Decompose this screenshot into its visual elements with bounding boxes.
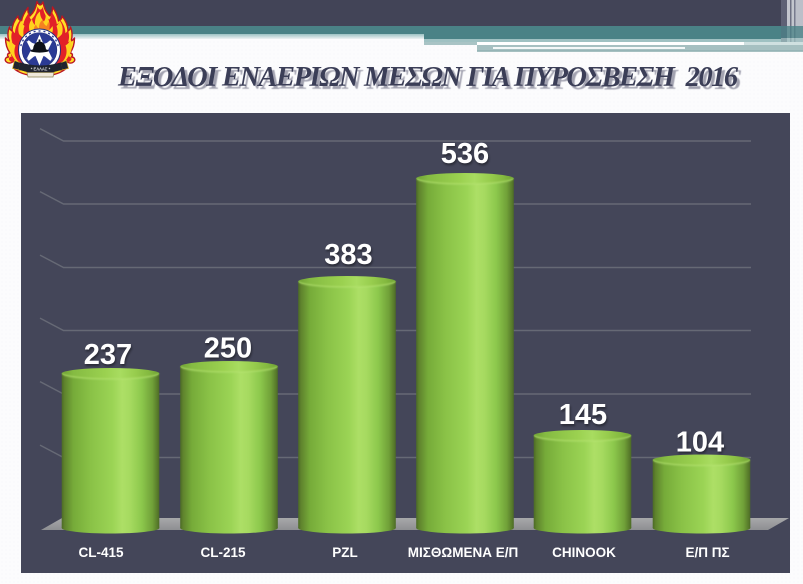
svg-text:CHINOOK: CHINOOK: [552, 545, 616, 560]
svg-text:250: 250: [204, 333, 252, 365]
svg-text:* ΕΛΛΑΣ *: * ΕΛΛΑΣ *: [31, 66, 51, 71]
svg-text:536: 536: [441, 138, 489, 170]
svg-text:383: 383: [324, 239, 372, 271]
svg-text:CL-215: CL-215: [200, 545, 246, 560]
svg-text:237: 237: [84, 339, 132, 371]
svg-text:ΜΙΣΘΩΜΕΝΑ Ε/Π: ΜΙΣΘΩΜΕΝΑ Ε/Π: [408, 545, 518, 560]
svg-text:145: 145: [559, 399, 607, 431]
svg-text:PZL: PZL: [332, 545, 358, 560]
svg-text:CL-415: CL-415: [78, 545, 124, 560]
svg-text:Ε/Π ΠΣ: Ε/Π ΠΣ: [685, 545, 729, 560]
svg-text:104: 104: [676, 427, 724, 459]
